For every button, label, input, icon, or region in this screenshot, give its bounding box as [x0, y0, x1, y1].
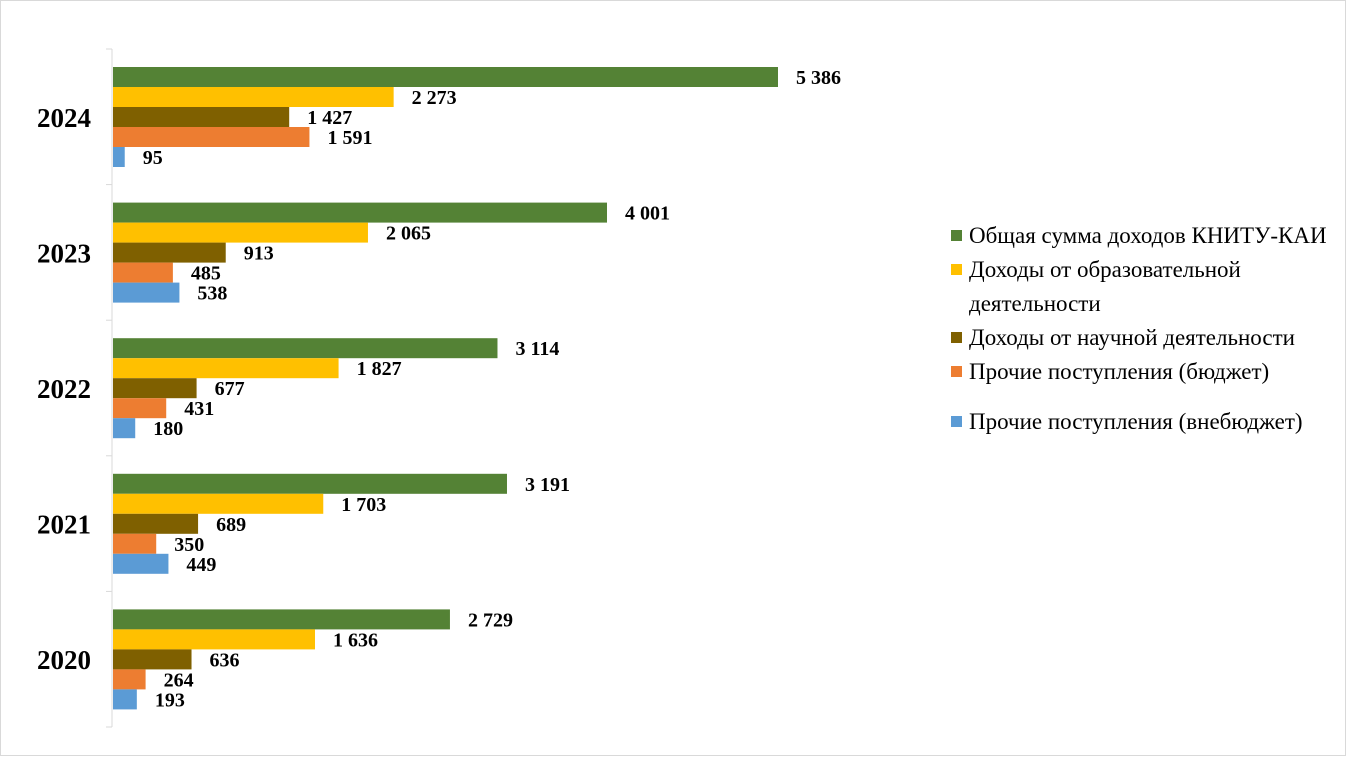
data-label-2022-series-4: 180 [153, 418, 183, 440]
data-label-2023-series-2: 913 [244, 243, 274, 265]
data-label-2020-series-4: 193 [155, 689, 185, 711]
bar-2024-series-4 [113, 147, 125, 167]
legend-swatch-science [951, 332, 962, 343]
bar-2022-series-1 [113, 358, 339, 379]
data-label-2023-series-0: 4 001 [625, 203, 670, 225]
bar-2020-series-2 [113, 649, 192, 670]
legend-item-budget: Прочие поступления (бюджет) [947, 355, 1327, 389]
legend-label-education: Доходы от образовательной деятельности [969, 257, 1241, 316]
bar-2024-series-1 [113, 87, 394, 107]
bar-2021-series-1 [113, 493, 324, 514]
bar-2023-series-0 [113, 202, 607, 223]
data-label-2024-series-3: 1 591 [327, 127, 372, 149]
data-label-2020-series-0: 2 729 [468, 609, 513, 631]
category-label-2024: 2024 [37, 103, 91, 133]
legend-swatch-budget [951, 366, 962, 377]
legend-label-science: Доходы от научной деятельности [969, 325, 1295, 350]
legend-item-extrabudget: Прочие поступления (внебюджет) [947, 405, 1327, 439]
bar-2023-series-2 [113, 242, 226, 263]
bar-2024-series-3 [113, 127, 310, 147]
data-label-2020-series-2: 636 [210, 649, 240, 671]
bar-2020-series-1 [113, 629, 315, 650]
data-label-2021-series-0: 3 191 [525, 474, 570, 496]
bar-2021-series-2 [113, 513, 199, 534]
category-label-2021: 2021 [37, 510, 91, 540]
data-label-2020-series-1: 1 636 [333, 629, 378, 651]
data-label-2024-series-0: 5 386 [796, 67, 841, 89]
legend-item-science: Доходы от научной деятельности [947, 321, 1327, 355]
data-label-2021-series-1: 1 703 [341, 494, 386, 516]
bar-2023-series-4 [113, 282, 180, 303]
bar-2020-series-3 [113, 669, 146, 690]
bar-2023-series-3 [113, 262, 173, 283]
data-label-2022-series-2: 677 [215, 378, 245, 400]
bar-2024-series-2 [113, 107, 290, 127]
data-label-2022-series-3: 431 [184, 398, 214, 420]
data-label-2024-series-2: 1 427 [307, 107, 352, 129]
category-label-2023: 2023 [37, 238, 91, 268]
legend-swatch-total [951, 230, 962, 241]
bar-2022-series-3 [113, 398, 167, 419]
data-label-2024-series-1: 2 273 [412, 87, 457, 109]
bar-2023-series-1 [113, 222, 368, 243]
bar-2024-series-0 [113, 67, 778, 87]
data-label-2021-series-2: 689 [216, 514, 246, 536]
data-label-2024-series-4: 95 [143, 147, 163, 169]
legend-item-education: Доходы от образовательной деятельности [947, 253, 1327, 321]
data-label-2022-series-0: 3 114 [515, 338, 559, 360]
bar-2020-series-0 [113, 609, 450, 630]
legend-label-total: Общая сумма доходов КНИТУ-КАИ [969, 223, 1327, 248]
bar-2021-series-4 [113, 553, 169, 574]
bar-2021-series-0 [113, 473, 507, 494]
data-label-2023-series-1: 2 065 [386, 223, 431, 245]
legend-swatch-extrabudget [951, 416, 962, 427]
data-label-2021-series-4: 449 [186, 554, 216, 576]
bar-2021-series-3 [113, 533, 157, 554]
data-label-2020-series-3: 264 [164, 669, 194, 691]
bar-2020-series-4 [113, 689, 137, 710]
category-label-2022: 2022 [37, 374, 91, 404]
legend-label-extrabudget: Прочие поступления (внебюджет) [969, 409, 1303, 434]
legend-swatch-education [951, 264, 962, 275]
category-label-2020: 2020 [37, 645, 91, 675]
data-label-2023-series-4: 538 [197, 283, 227, 305]
data-label-2022-series-1: 1 827 [357, 358, 402, 380]
bar-2022-series-2 [113, 378, 197, 399]
legend-label-budget: Прочие поступления (бюджет) [969, 359, 1270, 384]
bar-2022-series-4 [113, 418, 136, 439]
bar-2022-series-0 [113, 338, 498, 359]
data-label-2023-series-3: 485 [191, 263, 221, 285]
chart-legend: Общая сумма доходов КНИТУ-КАИ Доходы от … [947, 219, 1327, 439]
data-label-2021-series-3: 350 [174, 534, 204, 556]
legend-item-total: Общая сумма доходов КНИТУ-КАИ [947, 219, 1327, 253]
